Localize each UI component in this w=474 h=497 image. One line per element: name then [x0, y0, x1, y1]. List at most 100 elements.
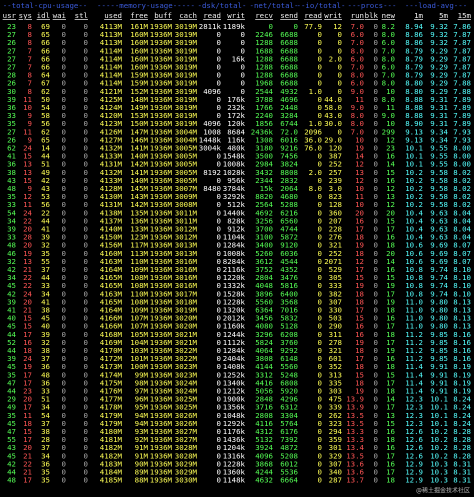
- cell: 42: [7, 289, 16, 298]
- cell: 44: [41, 216, 50, 225]
- cell: 66: [41, 63, 50, 72]
- cell: 3784k: [223, 184, 246, 193]
- cell: 7.88: [453, 87, 471, 96]
- cell: 45: [41, 314, 50, 323]
- cell: 9.80: [430, 306, 448, 315]
- cell: 29.0: [324, 135, 342, 144]
- cell: 1936M: [150, 411, 173, 420]
- cell: 7.93: [453, 135, 471, 144]
- cell: 35: [41, 468, 50, 477]
- cell: 3896: [255, 289, 273, 298]
- cell: 10.8: [405, 289, 423, 298]
- cell: 4180M: [100, 427, 123, 436]
- cell: 1936M: [150, 427, 173, 436]
- cell: 4632: [255, 476, 273, 485]
- cell: 0: [84, 127, 88, 136]
- cell: 4048: [255, 281, 273, 290]
- cell: 107M: [130, 322, 148, 331]
- cell: 7.0: [382, 46, 395, 55]
- cell: 8.0: [382, 95, 395, 104]
- cell: 7.0: [351, 63, 364, 72]
- cell: 10.8: [405, 281, 423, 290]
- cell: 207: [329, 216, 342, 225]
- group-header: -----memory-usage-----: [97, 1, 195, 10]
- cell: 2240: [255, 111, 273, 120]
- cell: 41: [7, 152, 16, 161]
- cell: 4132M: [100, 144, 123, 153]
- cell: 15: [23, 152, 32, 161]
- cell: 176k: [227, 95, 245, 104]
- cell: 1936M: [150, 30, 173, 39]
- cell: 0: [62, 208, 66, 217]
- cell: 7: [28, 54, 32, 63]
- cell: 0: [374, 289, 378, 298]
- cell: 15: [386, 419, 395, 428]
- cell: 50: [41, 95, 50, 104]
- cell: 9.63: [430, 216, 448, 225]
- cell: 299: [382, 127, 395, 136]
- cell: 44.0: [324, 95, 342, 104]
- cell: 0: [374, 200, 378, 209]
- cell: 3400: [255, 241, 273, 250]
- cell: 1936M: [150, 443, 173, 452]
- cell: 2.0: [329, 54, 342, 63]
- cell: 1408k: [223, 362, 246, 371]
- cell: 9216: [280, 144, 298, 153]
- cell: 7.88: [453, 79, 471, 88]
- cell: 4166M: [100, 314, 123, 323]
- cell: 0: [374, 119, 378, 128]
- cell: 8.10: [453, 273, 471, 282]
- cell: 12: [386, 184, 395, 193]
- cell: 11: [355, 95, 364, 104]
- cell: 97M: [135, 387, 149, 396]
- cell: 8.10: [453, 289, 471, 298]
- cell: 160M: [130, 38, 148, 47]
- column-header: recv: [255, 11, 273, 20]
- cell: 8.80: [405, 87, 423, 96]
- cell: 12: [355, 257, 364, 266]
- cell: 35: [41, 476, 50, 485]
- cell: 108M: [130, 281, 148, 290]
- cell: 40: [41, 322, 50, 331]
- cell: 0: [318, 314, 322, 323]
- cell: 12.3: [405, 419, 423, 428]
- cell: 503: [329, 314, 342, 323]
- cell: 1104k: [223, 233, 246, 242]
- cell: 0: [374, 225, 378, 234]
- cell: 15: [23, 427, 32, 436]
- cell: 0: [62, 443, 66, 452]
- cell: 8.2: [382, 22, 395, 31]
- column-header: blk: [365, 11, 379, 20]
- cell: 58.0: [324, 103, 342, 112]
- cell: 5536: [280, 468, 298, 477]
- cell: 21: [23, 451, 32, 460]
- cell: 387: [329, 152, 342, 161]
- cell: 38: [41, 306, 50, 315]
- cell: 1936M: [150, 257, 173, 266]
- cell: 0: [84, 322, 88, 331]
- cell: 7.0: [382, 71, 395, 80]
- cell: 0: [374, 184, 378, 193]
- cell: 7.87: [453, 71, 471, 80]
- cell: 956k: [227, 176, 245, 185]
- cell: 0: [318, 265, 322, 274]
- cell: 3012M: [175, 225, 198, 234]
- cell: 15: [355, 370, 364, 379]
- cell: 3013M: [175, 241, 198, 250]
- cell: 17: [23, 435, 32, 444]
- cell: 0: [374, 103, 378, 112]
- cell: 3025M: [175, 395, 198, 404]
- cell: 4164M: [100, 306, 123, 315]
- cell: 27: [7, 46, 16, 55]
- cell: 3808: [255, 354, 273, 363]
- cell: 0: [241, 30, 245, 39]
- cell: 0: [62, 265, 66, 274]
- cell: 0: [217, 314, 221, 323]
- cell: 0: [318, 427, 322, 436]
- cell: 8.00: [453, 144, 471, 153]
- cell: 6808: [280, 378, 298, 387]
- cell: 4140M: [100, 225, 123, 234]
- cell: 20: [355, 208, 364, 217]
- cell: 0: [318, 395, 322, 404]
- cell: 52: [7, 338, 16, 347]
